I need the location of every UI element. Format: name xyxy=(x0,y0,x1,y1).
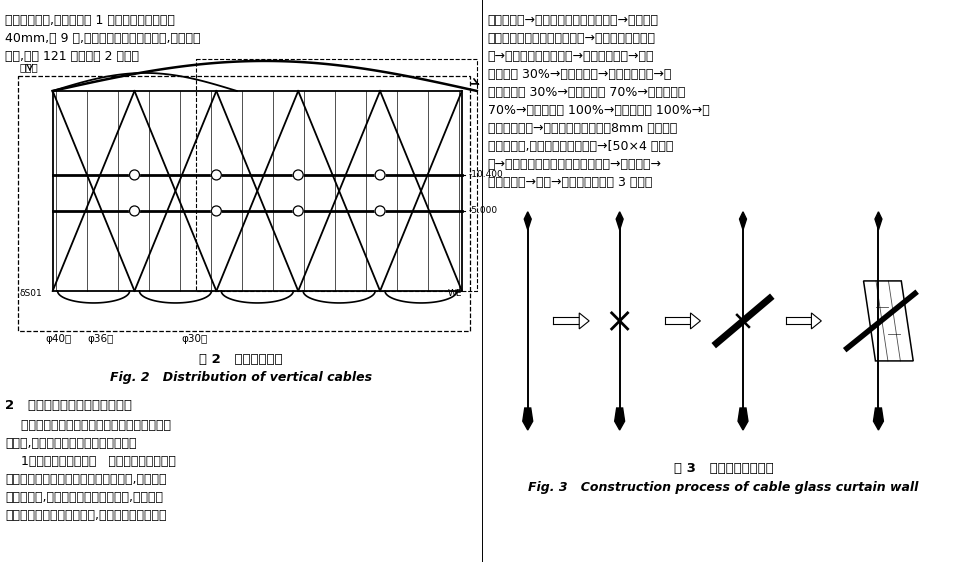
Text: 向拉索张拉 30%→竖向索张拉 70%→横向索张拉: 向拉索张拉 30%→竖向索张拉 70%→横向索张拉 xyxy=(488,86,685,99)
Text: δS01: δS01 xyxy=(19,289,43,298)
Text: 夹具压块拧紧→边部收口系统安装（8mm 厚钢板焊: 夹具压块拧紧→边部收口系统安装（8mm 厚钢板焊 xyxy=(488,122,677,135)
Text: Fig. 2   Distribution of vertical cables: Fig. 2 Distribution of vertical cables xyxy=(110,371,372,384)
Text: φ40索: φ40索 xyxy=(46,334,72,344)
Text: 40mm,共 9 层,每层在彩带处由耳板相连,分成多个: 40mm,共 9 层,每层在彩带处由耳板相连,分成多个 xyxy=(5,32,200,45)
Circle shape xyxy=(375,170,385,180)
Circle shape xyxy=(129,206,139,216)
Polygon shape xyxy=(875,212,882,230)
Text: 图 2   竖索分布示意: 图 2 竖索分布示意 xyxy=(199,353,283,366)
Text: 抵抗法向荷载的能力。因此,确定正确合理的预应: 抵抗法向荷载的能力。因此,确定正确合理的预应 xyxy=(5,509,166,522)
Text: 稳定的结构,必须施加预拉力使其张紧,才能具有: 稳定的结构,必须施加预拉力使其张紧,才能具有 xyxy=(5,491,163,504)
Text: φ30索: φ30索 xyxy=(182,334,208,344)
Text: 70%→竖向索张拉 100%→横向索张拉 100%→索: 70%→竖向索张拉 100%→横向索张拉 100%→索 xyxy=(488,104,710,117)
Circle shape xyxy=(294,170,303,180)
Text: WE: WE xyxy=(448,289,463,298)
Polygon shape xyxy=(740,212,746,230)
Polygon shape xyxy=(579,313,589,329)
Text: 测→监理工程师验收合格→竖向拉索安装→竖向: 测→监理工程师验收合格→竖向拉索安装→竖向 xyxy=(488,50,654,63)
Polygon shape xyxy=(523,408,533,430)
Polygon shape xyxy=(616,212,623,230)
Text: 1）预应力索施工张拉   单层索网是一种柔性: 1）预应力索施工张拉 单层索网是一种柔性 xyxy=(5,455,176,468)
Text: 图 3   拉索幕墙施工流程: 图 3 拉索幕墙施工流程 xyxy=(674,462,774,475)
Circle shape xyxy=(211,206,222,216)
Text: 等特点,本幕墙工程施工重、难点如下。: 等特点,本幕墙工程施工重、难点如下。 xyxy=(5,437,136,450)
Text: 拆除脚手架→打胶→清洁交工。如图 3 所示。: 拆除脚手架→打胶→清洁交工。如图 3 所示。 xyxy=(488,176,652,189)
Text: 结构体系，拉索在自然状态下是柔软的,难以形成: 结构体系，拉索在自然状态下是柔软的,难以形成 xyxy=(5,473,166,486)
Polygon shape xyxy=(738,408,748,430)
Text: 根据建筑立面造型、幕墙形式、主体结构形式: 根据建筑立面造型、幕墙形式、主体结构形式 xyxy=(5,419,171,432)
Text: Fig. 3   Construction process of cable glass curtain wall: Fig. 3 Construction process of cable gla… xyxy=(529,481,919,494)
Circle shape xyxy=(375,206,385,216)
Circle shape xyxy=(129,170,139,180)
Polygon shape xyxy=(614,408,625,430)
Polygon shape xyxy=(524,212,532,230)
Text: 光、焊缝探伤自检、焊缝防腐→第三方焊缝探伤检: 光、焊缝探伤自检、焊缝防腐→第三方焊缝探伤检 xyxy=(488,32,656,45)
Text: 装→隐蔽验收、监理工程师验收合格→玻璃安装→: 装→隐蔽验收、监理工程师验收合格→玻璃安装→ xyxy=(488,158,662,171)
Polygon shape xyxy=(690,313,701,329)
Text: φ36索: φ36索 xyxy=(87,334,114,344)
Text: 对称轴: 对称轴 xyxy=(19,62,39,72)
Circle shape xyxy=(294,206,303,216)
Polygon shape xyxy=(874,408,884,430)
Circle shape xyxy=(211,170,222,180)
Polygon shape xyxy=(812,313,821,329)
Text: 小段,共有 121 根。如图 2 所示。: 小段,共有 121 根。如图 2 所示。 xyxy=(5,50,139,63)
Text: 接的钢槽）,表面防腐及装饰处理→[50×4 槽钢安: 接的钢槽）,表面防腐及装饰处理→[50×4 槽钢安 xyxy=(488,140,674,153)
Text: -10.400: -10.400 xyxy=(469,170,503,179)
Text: -5.000: -5.000 xyxy=(469,206,498,215)
Text: 拉索张拉 30%→索夹具安装→横向拉索安装→横: 拉索张拉 30%→索夹具安装→横向拉索安装→横 xyxy=(488,68,671,81)
Text: 过主体钢结构,穿孔位置设 1 组导索轮。横索直径: 过主体钢结构,穿孔位置设 1 组导索轮。横索直径 xyxy=(5,14,175,27)
Text: 板点焊定位→耳板位置校核、满焊固定→清渣、抛: 板点焊定位→耳板位置校核、满焊固定→清渣、抛 xyxy=(488,14,659,27)
Text: 2   施工重、难点分析及应对措施: 2 施工重、难点分析及应对措施 xyxy=(5,399,132,412)
